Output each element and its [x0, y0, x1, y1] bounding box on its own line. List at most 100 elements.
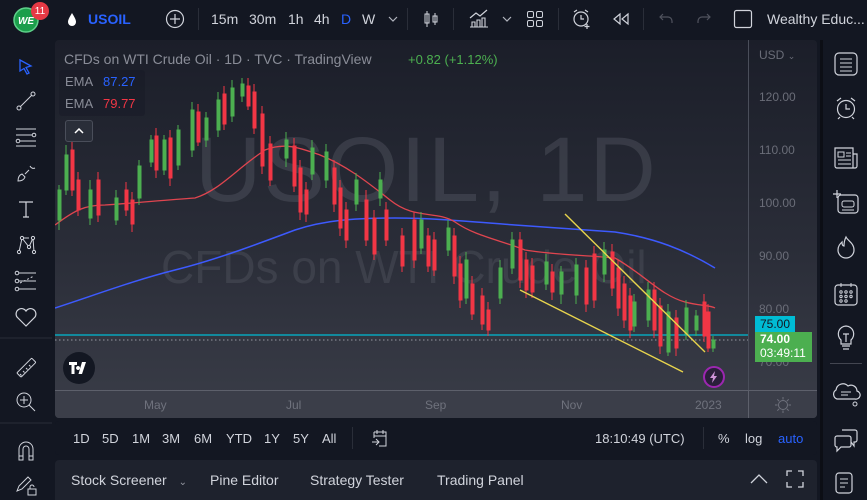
- watchlist-button[interactable]: [830, 48, 862, 80]
- minds-button[interactable]: [830, 424, 862, 456]
- indicators-dropdown[interactable]: [502, 0, 512, 38]
- lock-drawings-tool[interactable]: [11, 470, 41, 500]
- measure-tool[interactable]: [11, 353, 41, 383]
- ideas-button[interactable]: [830, 322, 862, 354]
- indicators-button[interactable]: [468, 0, 490, 38]
- divider: [352, 427, 353, 449]
- range-5y[interactable]: 5Y: [293, 431, 309, 446]
- interval-4h[interactable]: 4h: [314, 11, 330, 27]
- top-toolbar: WE 11 USOIL 15m 30m 1h 4h D W: [0, 0, 867, 38]
- text-tool[interactable]: [11, 194, 41, 224]
- utc-clock[interactable]: 18:10:49 (UTC): [595, 431, 685, 446]
- svg-text:WE: WE: [18, 16, 34, 27]
- trend-line-icon: [16, 91, 36, 111]
- prediction-tool[interactable]: [11, 266, 41, 296]
- ema-2-value: 79.77: [103, 96, 136, 111]
- alarm-clock-icon: [836, 97, 856, 120]
- collapse-legend-button[interactable]: [65, 120, 93, 142]
- chevron-down-icon: [388, 16, 398, 22]
- tab-trading-panel[interactable]: Trading Panel: [437, 472, 524, 488]
- time-label: Sep: [425, 398, 447, 412]
- drawing-toolbar: [0, 40, 52, 500]
- range-6m[interactable]: 6M: [194, 431, 213, 446]
- interval-w[interactable]: W: [362, 11, 376, 27]
- trend-line-tool[interactable]: [11, 86, 41, 116]
- range-1m[interactable]: 1M: [132, 431, 151, 446]
- brush-tool[interactable]: [11, 158, 41, 188]
- line-price-badge: 75.00: [755, 316, 795, 332]
- price-label: 80.00: [759, 302, 790, 316]
- indicators-icon: [469, 9, 488, 28]
- range-1y[interactable]: 1Y: [264, 431, 280, 446]
- add-watchlist-button[interactable]: [830, 186, 862, 218]
- interval-d[interactable]: D: [341, 11, 352, 27]
- fullscreen-toggle[interactable]: [733, 0, 753, 38]
- tab-stock-screener[interactable]: Stock Screener ⌄: [71, 472, 187, 488]
- notes-button[interactable]: [830, 468, 862, 500]
- chevron-down-icon: ⌄: [178, 477, 187, 488]
- magnet-tool[interactable]: [11, 436, 41, 466]
- interval-15m[interactable]: 15m: [211, 11, 239, 27]
- replay-button[interactable]: [612, 0, 630, 38]
- expand-panel-button[interactable]: [750, 472, 768, 488]
- favorites-tool[interactable]: [11, 302, 41, 332]
- create-alert-button[interactable]: [571, 0, 593, 38]
- range-all[interactable]: All: [322, 431, 337, 446]
- percent-scale-toggle[interactable]: %: [718, 431, 730, 446]
- tradingview-logo[interactable]: [63, 352, 95, 384]
- alarm-plus-icon: [573, 9, 590, 29]
- maximize-panel-button[interactable]: [786, 470, 804, 491]
- range-1d[interactable]: 1D: [73, 431, 90, 446]
- calendar-button[interactable]: [830, 278, 862, 310]
- tab-strategy-tester[interactable]: Strategy Tester: [310, 472, 404, 488]
- cursor-tool[interactable]: [11, 52, 41, 82]
- pattern-tool[interactable]: [11, 230, 41, 260]
- redo-button[interactable]: [696, 0, 712, 38]
- add-list-icon: [833, 190, 859, 214]
- symbol-search-button[interactable]: USOIL: [66, 0, 131, 38]
- hotlists-button[interactable]: [830, 232, 862, 264]
- go-to-date-button[interactable]: [371, 428, 389, 451]
- range-5d[interactable]: 5D: [102, 431, 119, 446]
- time-axis[interactable]: May Jul Sep Nov 2023: [55, 390, 817, 418]
- undo-button[interactable]: [658, 0, 674, 38]
- redo-icon: [697, 13, 711, 23]
- newspaper-icon: [834, 147, 858, 169]
- currency-selector[interactable]: USD ⌄: [759, 48, 796, 62]
- chart-settings-button[interactable]: [774, 396, 792, 418]
- auto-scale-toggle[interactable]: auto: [778, 431, 804, 446]
- ema-2-label[interactable]: EMA: [65, 96, 94, 111]
- alerts-button[interactable]: [830, 92, 862, 124]
- thought-bubble-icon: [833, 383, 861, 407]
- text-icon: [19, 201, 33, 218]
- ema-fast-line: [55, 145, 716, 309]
- fib-tool[interactable]: [11, 122, 41, 152]
- tab-pine-editor[interactable]: Pine Editor: [210, 472, 279, 488]
- range-ytd[interactable]: YTD: [226, 431, 252, 446]
- events-button[interactable]: [703, 366, 725, 388]
- price-axis[interactable]: USD ⌄ 120.00 110.00 100.00 90.00 80.00 7…: [748, 40, 817, 390]
- chart-pane[interactable]: USOIL, 1D CFDs on WTI Crude Oil: [55, 40, 817, 418]
- chart-legend-title: CFDs on WTI Crude Oil · 1D · TVC · Tradi…: [64, 51, 372, 67]
- interval-dropdown[interactable]: [388, 0, 398, 38]
- chats-button[interactable]: [830, 377, 862, 409]
- bar-countdown: 03:49:11: [760, 346, 806, 360]
- news-button[interactable]: [830, 142, 862, 174]
- chart-type-button[interactable]: [422, 0, 440, 38]
- ema-1-label[interactable]: EMA: [65, 74, 94, 89]
- divider: [703, 427, 704, 449]
- chevron-up-icon: [750, 474, 768, 484]
- zoom-in-tool[interactable]: [11, 387, 41, 417]
- list-icon: [834, 52, 858, 76]
- layout-button[interactable]: [526, 0, 544, 38]
- interval-1h[interactable]: 1h: [288, 11, 304, 27]
- log-scale-toggle[interactable]: log: [745, 431, 763, 446]
- notification-badge: 11: [31, 2, 49, 20]
- symbol-label: USOIL: [88, 11, 131, 27]
- compare-symbol-button[interactable]: [165, 0, 185, 38]
- cursor-arrow-icon: [19, 58, 33, 75]
- interval-30m[interactable]: 30m: [249, 11, 277, 27]
- layout-name-button[interactable]: Wealthy Educ...: [767, 11, 865, 27]
- range-3m[interactable]: 3M: [162, 431, 181, 446]
- grid-layout-icon: [527, 11, 543, 27]
